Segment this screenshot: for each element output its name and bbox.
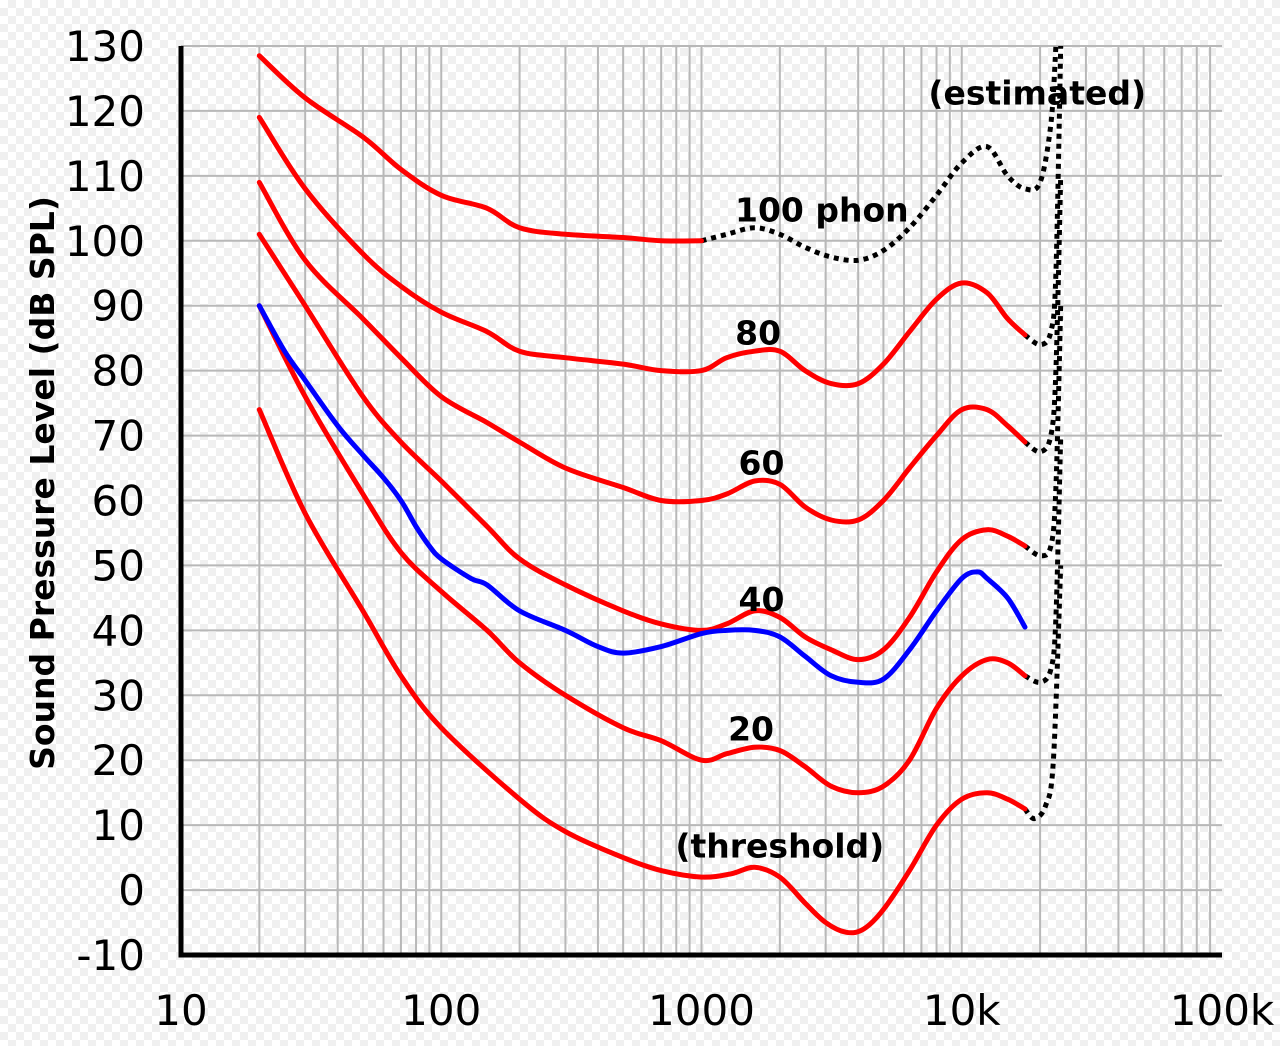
axis-lines bbox=[178, 46, 1222, 958]
annotation-60: 60 bbox=[739, 444, 785, 483]
y-tick-label: 50 bbox=[92, 541, 145, 590]
series-80-phon-line bbox=[256, 114, 1028, 389]
series-40-phon-estimated-line bbox=[1023, 305, 1064, 559]
annotation-threshold: (threshold) bbox=[675, 827, 884, 866]
series-60-phon-line bbox=[256, 179, 1028, 525]
y-tick-label: 100 bbox=[65, 217, 145, 266]
x-tick-labels: 10 100 1000 10k 100k bbox=[154, 986, 1275, 1035]
y-tick-label: 110 bbox=[65, 152, 145, 201]
y-tick-label: -10 bbox=[76, 931, 145, 980]
annotation-20: 20 bbox=[728, 710, 774, 749]
y-tick-label: 120 bbox=[65, 87, 145, 136]
x-tick-label: 10k bbox=[923, 986, 1001, 1035]
series-40-phon-line bbox=[256, 231, 1028, 663]
series-100-phon-line bbox=[256, 53, 704, 244]
annotations: (estimated) 100 phon 80 60 40 20 (threshold) bbox=[675, 73, 1146, 865]
grid bbox=[181, 45, 1222, 956]
y-tick-label: 70 bbox=[92, 412, 145, 461]
y-axis-label: Sound Pressure Level (dB SPL) bbox=[23, 196, 62, 770]
series-100-phon-estimated-line bbox=[700, 45, 1059, 264]
series-20-phon-line bbox=[256, 303, 1028, 796]
y-tick-label: 60 bbox=[92, 477, 145, 526]
series-20-phon-estimated-line bbox=[1023, 435, 1064, 685]
annotation-100-phon: 100 phon bbox=[735, 190, 909, 229]
axes bbox=[178, 46, 1222, 958]
y-tick-label: 80 bbox=[92, 347, 145, 396]
y-tick-label: 10 bbox=[92, 801, 145, 850]
series-threshold-estimated-line bbox=[1023, 565, 1064, 822]
series-60-phon-estimated-line bbox=[1023, 175, 1064, 455]
x-tick-label: 100 bbox=[401, 986, 481, 1035]
y-tick-label: 40 bbox=[92, 606, 145, 655]
x-tick-label: 1000 bbox=[648, 986, 755, 1035]
annotation-estimated: (estimated) bbox=[928, 73, 1146, 112]
x-tick-label: 100k bbox=[1170, 986, 1275, 1035]
y-tick-label: 0 bbox=[118, 866, 145, 915]
curves bbox=[256, 45, 1064, 936]
y-tick-label: 90 bbox=[92, 282, 145, 331]
x-tick-label: 10 bbox=[154, 986, 207, 1035]
y-tick-label: 30 bbox=[92, 671, 145, 720]
y-tick-label: 20 bbox=[92, 736, 145, 785]
annotation-40: 40 bbox=[739, 580, 785, 619]
series-40-phon-blue-line bbox=[256, 303, 1028, 686]
y-tick-label: 130 bbox=[65, 22, 145, 71]
annotation-80: 80 bbox=[735, 314, 781, 353]
series-threshold-line bbox=[256, 407, 1028, 936]
